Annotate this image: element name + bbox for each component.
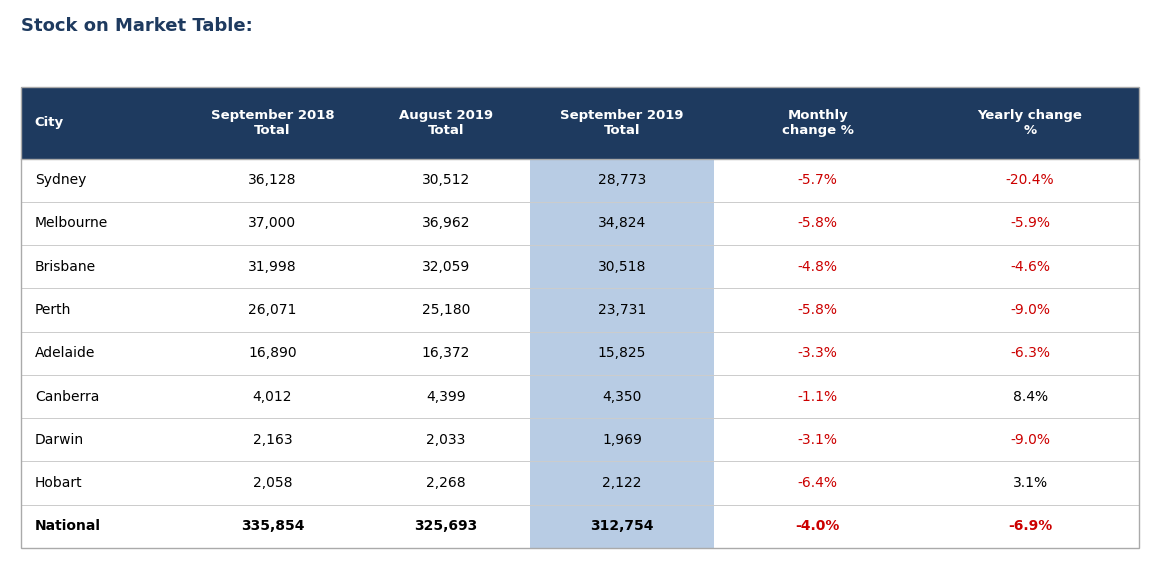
Text: 32,059: 32,059: [422, 260, 470, 274]
Text: 4,350: 4,350: [602, 389, 641, 404]
Text: National: National: [35, 519, 101, 533]
Text: -4.8%: -4.8%: [798, 260, 838, 274]
Text: 2,268: 2,268: [426, 476, 465, 490]
Text: 2,122: 2,122: [602, 476, 641, 490]
Text: 325,693: 325,693: [414, 519, 478, 533]
Text: 1,969: 1,969: [602, 433, 641, 447]
Text: September 2018
Total: September 2018 Total: [211, 109, 334, 137]
Text: -9.0%: -9.0%: [1010, 433, 1050, 447]
Text: 15,825: 15,825: [597, 346, 646, 360]
Text: 335,854: 335,854: [241, 519, 304, 533]
Text: -5.9%: -5.9%: [1010, 216, 1050, 230]
Bar: [21, 87, 1139, 548]
Text: City: City: [35, 116, 64, 129]
Text: 36,962: 36,962: [421, 216, 470, 230]
Text: Canberra: Canberra: [35, 389, 99, 404]
Text: 16,372: 16,372: [421, 346, 470, 360]
Text: 26,071: 26,071: [248, 303, 297, 317]
Text: -4.0%: -4.0%: [796, 519, 840, 533]
Text: Melbourne: Melbourne: [35, 216, 108, 230]
Text: -20.4%: -20.4%: [1006, 173, 1054, 187]
Text: -9.0%: -9.0%: [1010, 303, 1050, 317]
Bar: [530, 87, 715, 548]
Text: 25,180: 25,180: [421, 303, 470, 317]
Text: Brisbane: Brisbane: [35, 260, 96, 274]
Text: August 2019
Total: August 2019 Total: [399, 109, 493, 137]
Bar: [21, 87, 1139, 158]
Text: Sydney: Sydney: [35, 173, 86, 187]
Text: -5.8%: -5.8%: [798, 303, 838, 317]
Text: 3.1%: 3.1%: [1013, 476, 1047, 490]
Text: Perth: Perth: [35, 303, 71, 317]
Text: 37,000: 37,000: [248, 216, 297, 230]
Text: -6.9%: -6.9%: [1008, 519, 1052, 533]
Text: 16,890: 16,890: [248, 346, 297, 360]
Text: 4,012: 4,012: [253, 389, 292, 404]
Text: -3.3%: -3.3%: [798, 346, 838, 360]
Text: 2,058: 2,058: [253, 476, 292, 490]
Text: 23,731: 23,731: [597, 303, 646, 317]
Text: -5.7%: -5.7%: [798, 173, 838, 187]
Text: 312,754: 312,754: [590, 519, 654, 533]
Text: 2,163: 2,163: [253, 433, 292, 447]
Text: Monthly
change %: Monthly change %: [782, 109, 854, 137]
Text: 31,998: 31,998: [248, 260, 297, 274]
Text: Stock on Market Table:: Stock on Market Table:: [21, 17, 253, 35]
Text: September 2019
Total: September 2019 Total: [560, 109, 683, 137]
Text: 8.4%: 8.4%: [1013, 389, 1047, 404]
Text: 4,399: 4,399: [426, 389, 465, 404]
Text: -6.3%: -6.3%: [1010, 346, 1050, 360]
Text: 30,518: 30,518: [597, 260, 646, 274]
Text: Adelaide: Adelaide: [35, 346, 95, 360]
Text: -1.1%: -1.1%: [798, 389, 838, 404]
Text: Darwin: Darwin: [35, 433, 84, 447]
Text: 34,824: 34,824: [597, 216, 646, 230]
Text: -5.8%: -5.8%: [798, 216, 838, 230]
Text: 28,773: 28,773: [597, 173, 646, 187]
Text: -6.4%: -6.4%: [798, 476, 838, 490]
Text: -3.1%: -3.1%: [798, 433, 838, 447]
Text: 36,128: 36,128: [248, 173, 297, 187]
Text: 2,033: 2,033: [426, 433, 465, 447]
Text: -4.6%: -4.6%: [1010, 260, 1050, 274]
Text: Hobart: Hobart: [35, 476, 82, 490]
Text: Yearly change
%: Yearly change %: [978, 109, 1082, 137]
Text: 30,512: 30,512: [422, 173, 470, 187]
